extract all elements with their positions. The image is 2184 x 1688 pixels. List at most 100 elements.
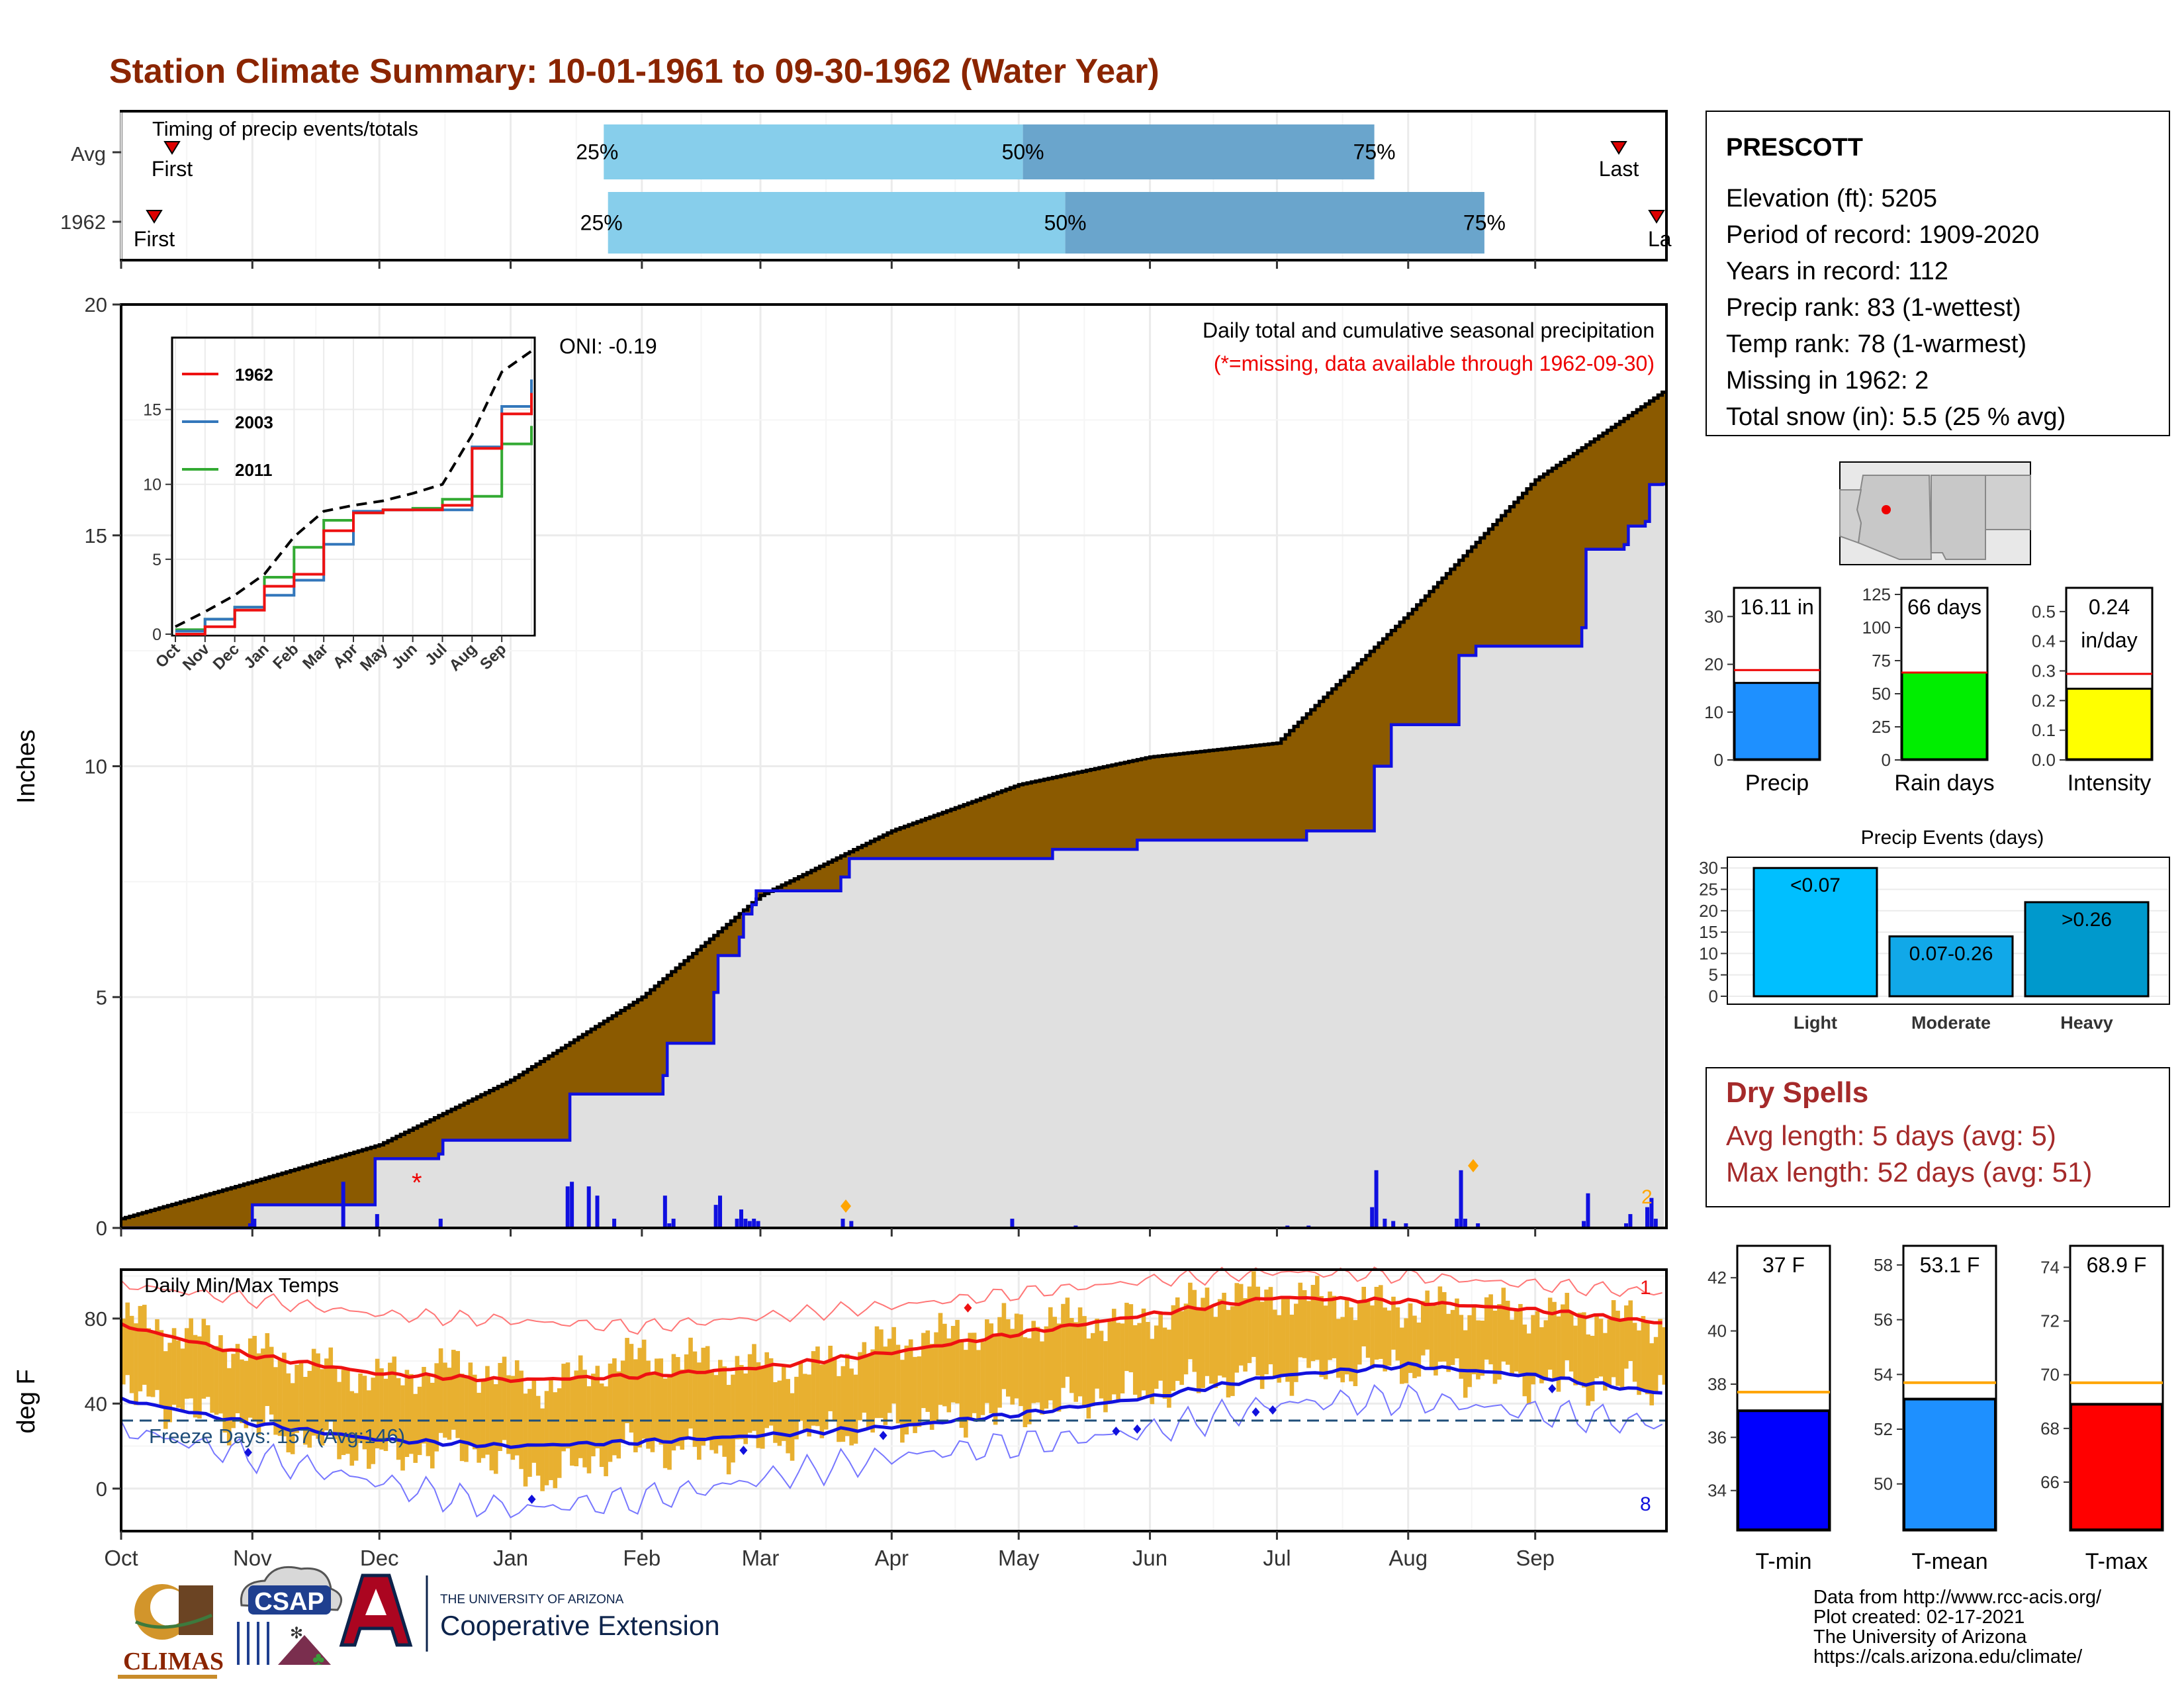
seasonal-precip-area [121,484,1666,1228]
timing-label-p75: 75% [1353,140,1396,164]
timing-bar-q2 [1023,124,1375,179]
daily-temp-bar [1243,1298,1248,1372]
precip-y-axis: 0 5 10 15 20 [85,293,1537,1240]
daily-temp-bar [349,1391,355,1466]
daily-temp-bar [434,1363,439,1452]
temp-summary-charts: 34 36 38 40 42 37 F T-min 50 52 54 56 58 53.1 F T-mea… [1707,1244,2164,1574]
daily-temp-bar [328,1347,334,1420]
daily-temp-bar [1073,1322,1078,1402]
daily-temp-bar [1167,1329,1171,1408]
csap-mountain-icon [278,1635,331,1665]
daily-temp-bar [1395,1307,1400,1361]
daily-temp-bar [409,1374,414,1454]
daily-temp-bar [1001,1303,1007,1389]
timing-label-p50: 50% [1044,211,1087,235]
daily-temp-bar [1628,1300,1633,1362]
daily-temp-bar [430,1382,435,1469]
timing-bar-q1 [608,192,1066,254]
daily-temp-bar [1344,1299,1349,1375]
daily-temp-bar [925,1330,931,1412]
daily-temp-bar [900,1360,905,1443]
daily-temp-bar [904,1345,909,1434]
daily-temp-bar [353,1393,359,1461]
temp-y-label: deg F [13,1369,40,1433]
daily-temp-bar [586,1386,592,1474]
daily-temp-bar [205,1325,210,1397]
summary-y-tick-label: 0.2 [2032,690,2056,710]
daily-temp-bar [667,1375,672,1470]
daily-temp-bar [819,1364,825,1438]
daily-temp-bar [1459,1315,1464,1379]
avg-cumulative-line [121,391,1666,1221]
daily-temp-bar [1201,1297,1205,1388]
daily-temp-bar [392,1356,397,1436]
daily-temp-bar [768,1358,774,1426]
summary-bar-charts: 0 10 20 30 16.11 in Precip 0 25 50 75 100 125 66 day… [1704,585,2154,796]
summary-value-bar [1733,682,1821,761]
ua-logo: THE UNIVERSITY OF ARIZONA Cooperative Ex… [339,1573,720,1652]
daily-temp-bar [980,1342,985,1415]
daily-temp-bar [1607,1319,1612,1387]
daily-temp-bar [1082,1316,1087,1405]
station-name: PRESCOTT [1726,134,1863,162]
daily-temp-bar [523,1393,528,1487]
daily-precip-bar [252,1219,257,1228]
events-y-tick-label: 0 [1709,986,1718,1006]
daily-precip-bar [849,1221,854,1228]
daily-temp-bar [1370,1305,1375,1369]
daily-temp-bar [1535,1311,1540,1374]
daily-temp-bar [1467,1315,1472,1387]
daily-temp-bar [1137,1323,1142,1399]
summary-y-tick-label: 100 [1862,618,1891,637]
events-y-tick-label: 15 [1699,922,1718,942]
inset-legend: 1962 2003 2011 [182,365,273,480]
daily-temp-bar [1205,1288,1210,1376]
daily-temp-bar [498,1362,502,1451]
timing-label-p25: 25% [576,140,618,164]
record-low-marker [1112,1427,1120,1436]
station-line-period: Period of record: 1909-2020 [1726,221,2039,249]
daily-temp-bar [1192,1289,1197,1372]
daily-temp-bar [946,1338,952,1413]
daily-temp-bar [913,1356,917,1433]
daily-temp-bar [1336,1319,1341,1378]
summary-y-tick-label: 125 [1862,585,1891,604]
daily-temp-bar [502,1356,507,1440]
temp-panel-frame [120,1268,1668,1532]
daily-temp-bar [269,1346,274,1415]
daily-temp-bar [1095,1318,1099,1389]
daily-temp-bar [1065,1297,1070,1377]
daily-temp-bar [739,1365,744,1440]
first-event-marker [163,141,181,155]
avg-minus-current-area [121,392,1666,1228]
daily-temp-bar [955,1319,960,1404]
daily-temp-bar [798,1362,803,1421]
daily-temp-bar [1387,1310,1392,1366]
daily-temp-bar [362,1376,367,1450]
daily-temp-bar [193,1335,198,1418]
daily-temp-bar [1450,1309,1455,1366]
climas-logo: CLIMAS [118,1584,224,1679]
daily-temp-bar [633,1359,638,1452]
record-low-marker [527,1494,536,1504]
daily-temp-bar [1543,1320,1549,1381]
daily-temp-bar [1310,1285,1316,1362]
temp-y-tick-label: 72 [2040,1311,2060,1331]
daily-temp-bar [1598,1319,1604,1377]
daily-temp-bar [921,1333,926,1409]
daily-temp-bar [256,1353,261,1435]
timing-bar-q1 [604,124,1023,179]
daily-precip-bar [1649,1197,1654,1228]
daily-temp-bar [1611,1300,1616,1378]
daily-temp-bar [316,1353,320,1439]
record-low-marker [1548,1383,1557,1393]
daily-temp-bar [286,1373,291,1453]
daily-temp-bar [121,1318,126,1385]
credit-line-4: https://cals.arizona.edu/climate/ [1813,1646,2083,1667]
daily-temp-bar [332,1366,338,1440]
daily-temp-bars [121,1271,1667,1491]
daily-temp-bar [1441,1291,1447,1362]
events-bar-label: <0.07 [1790,874,1841,896]
inset-1962-line [175,393,533,635]
daily-temp-bar [1048,1307,1053,1401]
